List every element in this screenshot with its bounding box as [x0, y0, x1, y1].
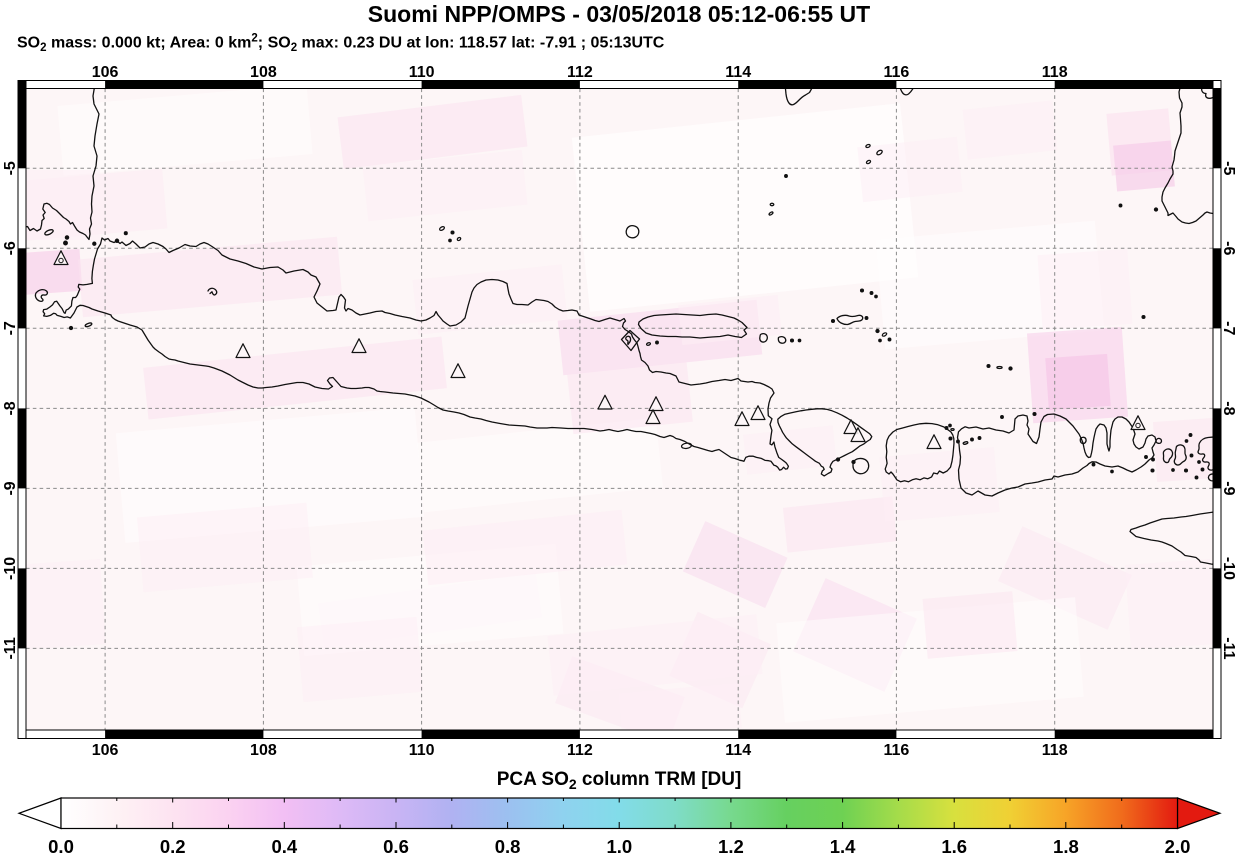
svg-text:106: 106: [92, 742, 119, 759]
svg-text:108: 108: [250, 742, 277, 759]
svg-text:-10: -10: [2, 557, 19, 580]
svg-text:-6: -6: [2, 241, 19, 255]
svg-text:110: 110: [409, 64, 435, 81]
svg-text:-8: -8: [1220, 401, 1237, 415]
svg-text:1.0: 1.0: [606, 836, 632, 855]
svg-text:-8: -8: [2, 401, 19, 415]
svg-text:114: 114: [725, 742, 751, 759]
svg-text:118: 118: [1042, 64, 1068, 81]
svg-text:118: 118: [1042, 742, 1068, 759]
svg-text:0.6: 0.6: [383, 836, 409, 855]
svg-text:112: 112: [567, 742, 593, 759]
svg-text:-9: -9: [2, 481, 19, 495]
svg-text:SO2 mass: 0.000 kt; Area: 0 km: SO2 mass: 0.000 kt; Area: 0 km2; SO2 max…: [17, 33, 665, 55]
svg-text:-5: -5: [1220, 161, 1237, 175]
svg-text:-11: -11: [2, 637, 19, 659]
svg-text:-11: -11: [1220, 637, 1237, 659]
svg-text:110: 110: [409, 742, 435, 759]
svg-text:PCA SO2 column TRM [DU]: PCA SO2 column TRM [DU]: [497, 769, 742, 792]
svg-text:1.6: 1.6: [941, 836, 967, 855]
svg-text:106: 106: [92, 64, 119, 81]
svg-text:116: 116: [883, 64, 909, 81]
svg-text:114: 114: [725, 64, 751, 81]
svg-text:-6: -6: [1220, 241, 1237, 255]
svg-text:-7: -7: [2, 321, 19, 335]
svg-text:1.8: 1.8: [1053, 836, 1079, 855]
svg-text:0.8: 0.8: [495, 836, 521, 855]
svg-text:0.0: 0.0: [48, 836, 74, 855]
svg-text:0.4: 0.4: [271, 836, 297, 855]
svg-text:-10: -10: [1220, 557, 1237, 580]
svg-text:112: 112: [567, 64, 593, 81]
svg-text:-5: -5: [2, 161, 19, 175]
svg-text:2.0: 2.0: [1165, 836, 1191, 855]
svg-text:1.2: 1.2: [718, 836, 744, 855]
svg-text:-7: -7: [1220, 321, 1237, 335]
svg-text:0.2: 0.2: [160, 836, 186, 855]
svg-text:Suomi NPP/OMPS - 03/05/2018 05: Suomi NPP/OMPS - 03/05/2018 05:12-06:55 …: [368, 1, 870, 27]
svg-text:116: 116: [883, 742, 909, 759]
svg-text:1.4: 1.4: [830, 836, 856, 855]
svg-text:108: 108: [250, 64, 277, 81]
svg-text:-9: -9: [1220, 481, 1237, 495]
